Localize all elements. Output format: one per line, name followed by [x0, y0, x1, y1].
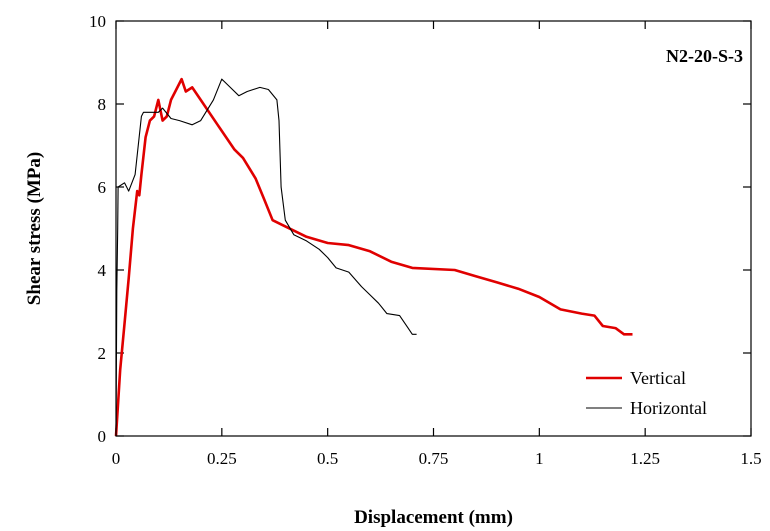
x-tick-label-0: 0 [112, 449, 121, 468]
plot-frame [115, 20, 752, 437]
y-tick-label-1: 2 [98, 344, 107, 363]
x-tick-label-5: 1.25 [630, 449, 660, 468]
legend: Vertical Horizontal [586, 368, 707, 418]
legend-label-vertical: Vertical [630, 368, 686, 388]
series-lines [114, 77, 633, 437]
series-line-horizontal [115, 78, 417, 437]
x-axis-title: Displacement (mm) [354, 507, 513, 528]
y-tick-label-3: 6 [98, 178, 107, 197]
y-axis-title: Shear stress (MPa) [24, 152, 45, 305]
x-tick-label-2: 0.5 [317, 449, 338, 468]
x-tick-label-1: 0.25 [207, 449, 237, 468]
y-tick-label-5: 10 [89, 12, 106, 31]
y-tick-label-2: 4 [98, 261, 107, 280]
y-tick-label-4: 8 [98, 95, 107, 114]
series-line-vertical [114, 77, 633, 437]
y-tick-label-0: 0 [98, 427, 107, 446]
specimen-label: N2-20-S-3 [666, 46, 743, 66]
tick-labels: 0 0.25 0.5 0.75 1 1.25 1.5 0 2 4 6 8 10 [89, 12, 762, 468]
legend-label-horizontal: Horizontal [630, 398, 707, 418]
x-tick-label-6: 1.5 [740, 449, 761, 468]
x-tick-label-3: 0.75 [419, 449, 449, 468]
x-tick-label-4: 1 [535, 449, 544, 468]
